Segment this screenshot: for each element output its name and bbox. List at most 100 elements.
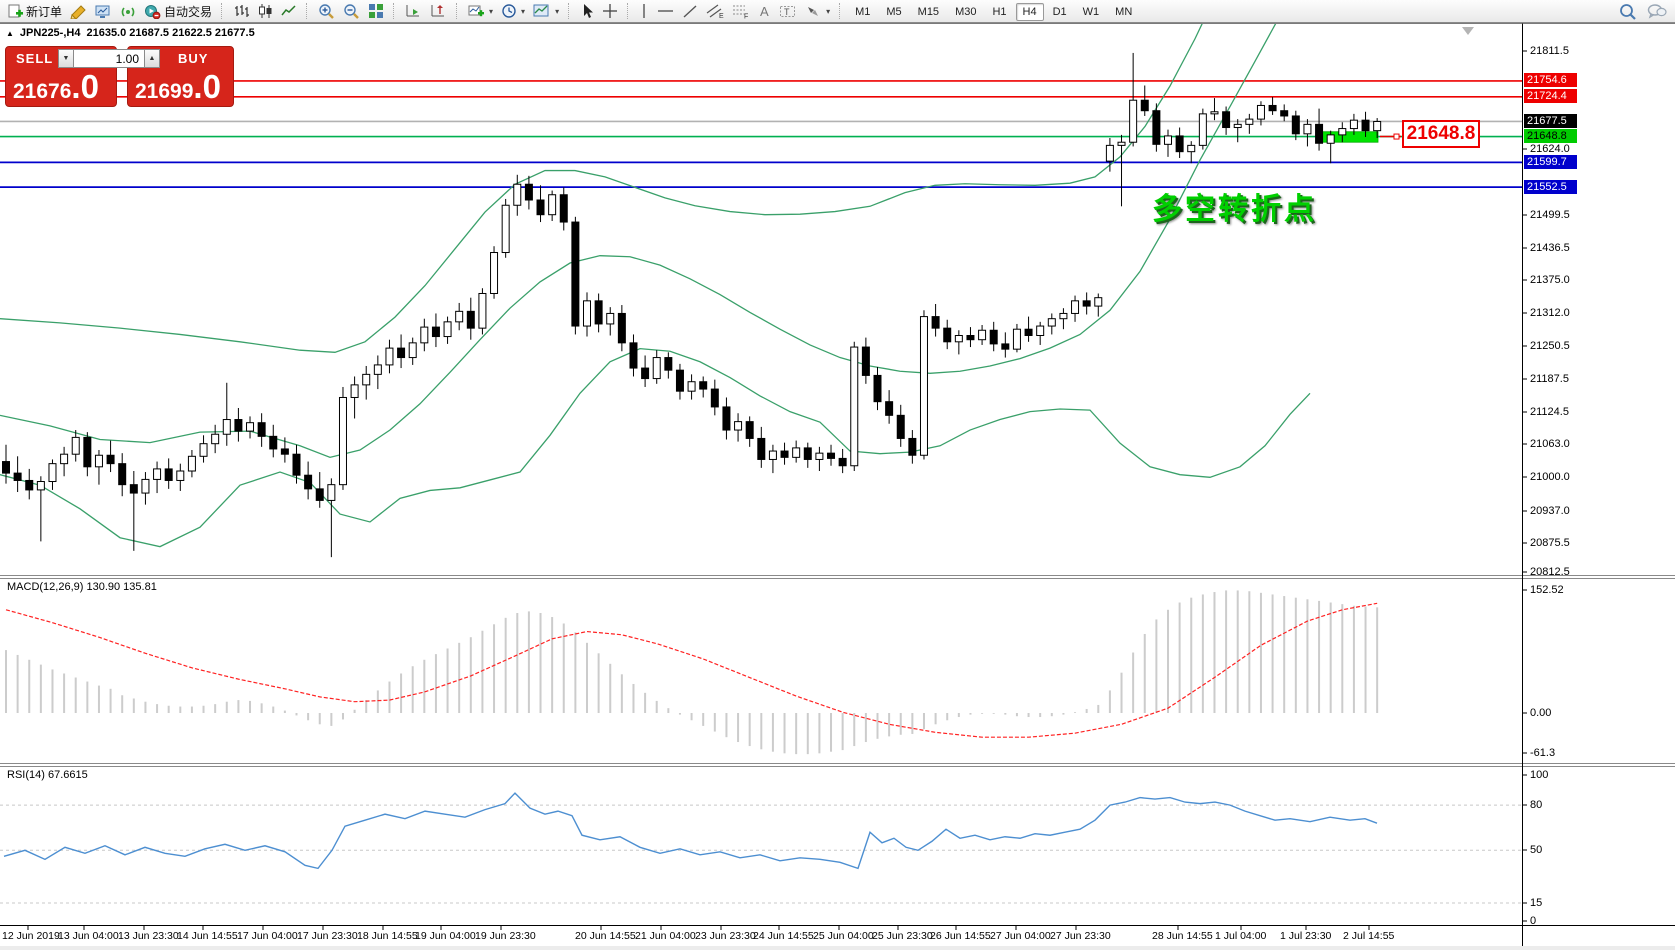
- cursor-tool-button[interactable]: [576, 2, 598, 20]
- arrows-tool-button[interactable]: ▾: [801, 2, 834, 20]
- toolbar-separator: [456, 3, 461, 19]
- volume-decrease-button[interactable]: ▼: [58, 49, 74, 68]
- chart-title: ▲ JPN225-,H4 21635.0 21687.5 21622.5 216…: [6, 27, 255, 39]
- periods-button[interactable]: ▾: [497, 2, 529, 20]
- price-axis-tick: 21000.0: [1530, 471, 1570, 483]
- indicators-button[interactable]: ▾: [464, 2, 497, 20]
- timeframe-m15[interactable]: M15: [917, 6, 940, 18]
- timeframe-mn[interactable]: MN: [1115, 6, 1133, 18]
- channel-tool-button[interactable]: E: [702, 2, 728, 20]
- line-chart-icon: [281, 5, 296, 16]
- sell-price-main: 21676: [13, 80, 72, 103]
- price-level-badge-red: 21724.4: [1524, 89, 1577, 103]
- timeframe-m30[interactable]: M30: [955, 6, 977, 18]
- sell-button-label[interactable]: SELL: [16, 51, 54, 66]
- templates-button[interactable]: ▾: [529, 2, 563, 20]
- toolbar-separator: [839, 3, 844, 19]
- price-axis-tick: 21624.0: [1530, 143, 1570, 155]
- zoom-in-icon: [319, 4, 334, 19]
- price-callout-label: 21648.8: [1402, 120, 1480, 148]
- profiles-icon: [95, 5, 110, 18]
- profiles-button[interactable]: [91, 2, 116, 20]
- time-axis-label: 27 Jun 23:30: [1050, 930, 1111, 942]
- trendline-tool-button[interactable]: [678, 2, 702, 20]
- text-tool-button[interactable]: A: [754, 2, 775, 20]
- timeframe-m1[interactable]: M1: [855, 6, 871, 18]
- price-axis-tick: 20937.0: [1530, 505, 1570, 517]
- main-toolbar: 新订单 自动交易 ▾ ▾: [0, 0, 1675, 23]
- timeframe-h1[interactable]: H1: [992, 6, 1007, 18]
- buy-button-label[interactable]: BUY: [178, 51, 209, 66]
- zoom-in-button[interactable]: [314, 2, 339, 20]
- time-axis-label: 21 Jun 04:00: [635, 930, 696, 942]
- time-axis-label: 2 Jul 14:55: [1343, 930, 1395, 942]
- tile-windows-button[interactable]: [364, 2, 388, 20]
- time-axis-label: 19 Jun 23:30: [475, 930, 536, 942]
- price-axis-tick: 0: [1530, 915, 1537, 927]
- price-level-badge-black: 21677.5: [1524, 114, 1577, 128]
- toolbar-right-group: [1619, 3, 1667, 20]
- auto-trading-button[interactable]: 自动交易: [140, 2, 216, 20]
- signals-button[interactable]: [116, 2, 140, 20]
- toolbar-separator: [568, 3, 573, 19]
- chart-ohlc-values: 21635.0 21687.5 21622.5 21677.5: [86, 27, 255, 39]
- zoom-out-button[interactable]: [339, 2, 364, 20]
- signal-icon: [121, 6, 135, 17]
- rsi-indicator-label: RSI(14) 67.6615: [7, 769, 88, 781]
- fibonacci-tool-button[interactable]: F: [728, 2, 754, 20]
- auto-scroll-button[interactable]: [401, 2, 426, 20]
- time-axis-label: 13 Jun 23:30: [118, 930, 179, 942]
- text-icon: A: [760, 4, 769, 19]
- candlestick-chart-button[interactable]: [253, 2, 277, 20]
- volume-increase-button[interactable]: ▲: [144, 49, 160, 68]
- timeframe-d1[interactable]: D1: [1052, 6, 1067, 18]
- price-axis-tick: 50: [1530, 844, 1543, 856]
- time-axis-label: 13 Jun 04:00: [58, 930, 119, 942]
- time-axis-label: 25 Jun 23:30: [872, 930, 933, 942]
- new-order-button[interactable]: 新订单: [3, 2, 66, 20]
- scroll-to-end-marker[interactable]: [1462, 27, 1474, 35]
- text-label-tool-button[interactable]: T: [775, 2, 801, 20]
- time-axis-label: 17 Jun 04:00: [237, 930, 298, 942]
- dropdown-arrow-icon: ▾: [826, 6, 831, 16]
- timeframe-m5[interactable]: M5: [886, 6, 902, 18]
- template-icon: [533, 4, 549, 17]
- price-level-badge-red: 21754.6: [1524, 73, 1577, 87]
- chart-shift-button[interactable]: [426, 2, 451, 20]
- time-axis-label: 18 Jun 14:55: [357, 930, 418, 942]
- price-axis-tick: 152.52: [1530, 584, 1564, 596]
- cursor-icon: [584, 4, 594, 18]
- dropdown-arrow-icon: ▾: [555, 6, 560, 16]
- bar-chart-button[interactable]: [229, 2, 253, 20]
- timeframe-h4[interactable]: H4: [1015, 3, 1044, 21]
- line-chart-button[interactable]: [277, 2, 301, 20]
- chart-collapse-arrow[interactable]: ▲: [6, 28, 14, 38]
- horizontal-line-tool-button[interactable]: [653, 2, 678, 20]
- one-click-trade-panel: SELL 21676.0 BUY 21699.0 ▼ 1.00 ▲: [5, 46, 234, 107]
- volume-input[interactable]: 1.00: [74, 49, 144, 68]
- time-axis-label: 12 Jun 2019: [2, 930, 60, 942]
- new-order-label: 新订单: [26, 4, 63, 19]
- price-level-badge-blue: 21552.5: [1524, 180, 1577, 194]
- time-axis-label: 26 Jun 14:55: [930, 930, 991, 942]
- time-axis-label: 24 Jun 14:55: [753, 930, 814, 942]
- toolbar-separator: [221, 3, 226, 19]
- timeframe-group: M1 M5 M15 M30 H1 H4 D1 W1 MN: [847, 2, 1140, 21]
- search-icon[interactable]: [1619, 3, 1637, 20]
- timeframe-w1[interactable]: W1: [1082, 6, 1100, 18]
- dropdown-arrow-icon: ▾: [489, 6, 494, 16]
- price-axis-tick: 21499.5: [1530, 209, 1570, 221]
- buy-panel[interactable]: BUY 21699.0: [127, 46, 234, 107]
- chart-symbol-period: JPN225-,H4: [19, 27, 81, 39]
- chat-icon[interactable]: [1647, 3, 1667, 19]
- main-chart-pane: [0, 24, 1522, 558]
- vertical-line-tool-button[interactable]: [635, 2, 653, 20]
- time-axis-label: 20 Jun 14:55: [575, 930, 636, 942]
- styler-button[interactable]: [66, 2, 91, 20]
- price-axis-tick: 20875.5: [1530, 537, 1570, 549]
- crosshair-tool-button[interactable]: [598, 2, 622, 20]
- chart-shift-icon: [431, 5, 445, 17]
- toolbar-separator: [627, 3, 632, 19]
